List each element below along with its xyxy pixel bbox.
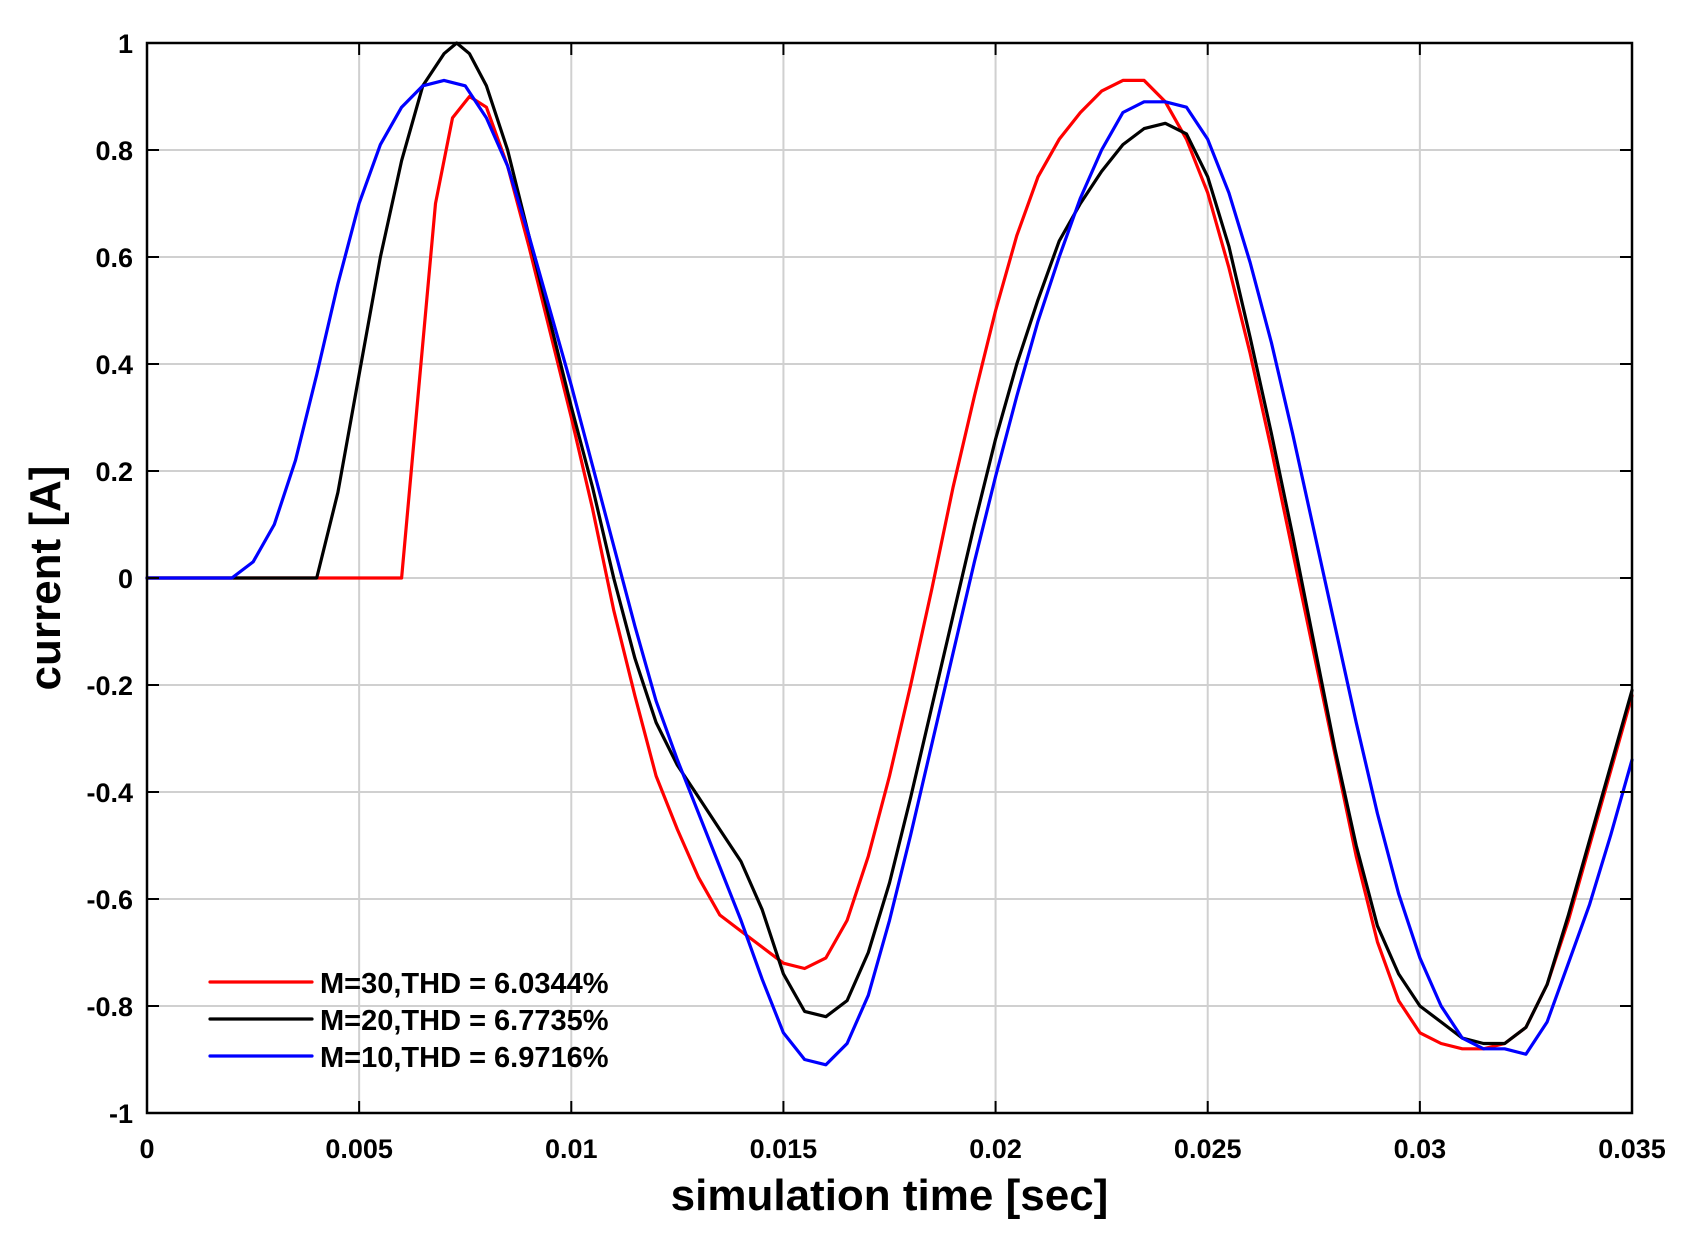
axis-ticks <box>146 42 1633 1114</box>
y-tick-label: 0.4 <box>95 350 133 380</box>
y-tick-label: -0.2 <box>86 671 133 701</box>
series-line-m20 <box>145 41 1634 1046</box>
y-tick-labels: 1 0.8 0.6 0.4 0.2 0 -0.2 -0.4 -0.6 -0.8 -1 <box>86 29 133 1129</box>
y-tick-label: 0.2 <box>95 457 133 487</box>
x-tick-labels: 0 0.005 0.01 0.015 0.02 0.025 0.03 0.035 <box>139 1134 1665 1164</box>
y-tick-label: -0.6 <box>86 885 133 915</box>
series-line-m30 <box>145 78 1634 1051</box>
y-tick-label: 0.6 <box>95 243 133 273</box>
x-axis-title: simulation time [sec] <box>671 1171 1109 1220</box>
y-tick-label: 0 <box>118 564 133 594</box>
series-line-m10 <box>145 78 1634 1067</box>
y-axis-title: current [A] <box>21 466 70 691</box>
x-tick-label: 0.03 <box>1394 1134 1447 1164</box>
legend-label-m30: M=30,THD = 6.0344% <box>320 968 609 1000</box>
x-tick-label: 0.02 <box>969 1134 1022 1164</box>
x-tick-label: 0.01 <box>545 1134 598 1164</box>
series-group <box>145 41 1634 1067</box>
x-tick-label: 0.025 <box>1174 1134 1242 1164</box>
y-tick-label: -1 <box>109 1099 133 1129</box>
legend-label-m20: M=20,THD = 6.7735% <box>320 1005 609 1037</box>
legend: M=30,THD = 6.0344% M=20,THD = 6.7735% M=… <box>208 968 609 1074</box>
y-tick-label: 1 <box>118 29 133 59</box>
x-tick-label: 0.035 <box>1598 1134 1666 1164</box>
x-tick-label: 0 <box>139 1134 154 1164</box>
x-tick-label: 0.005 <box>325 1134 393 1164</box>
y-tick-label: 0.8 <box>95 136 133 166</box>
y-tick-label: -0.4 <box>86 778 133 808</box>
y-tick-label: -0.8 <box>86 992 133 1022</box>
legend-label-m10: M=10,THD = 6.9716% <box>320 1042 609 1074</box>
x-tick-label: 0.015 <box>750 1134 818 1164</box>
